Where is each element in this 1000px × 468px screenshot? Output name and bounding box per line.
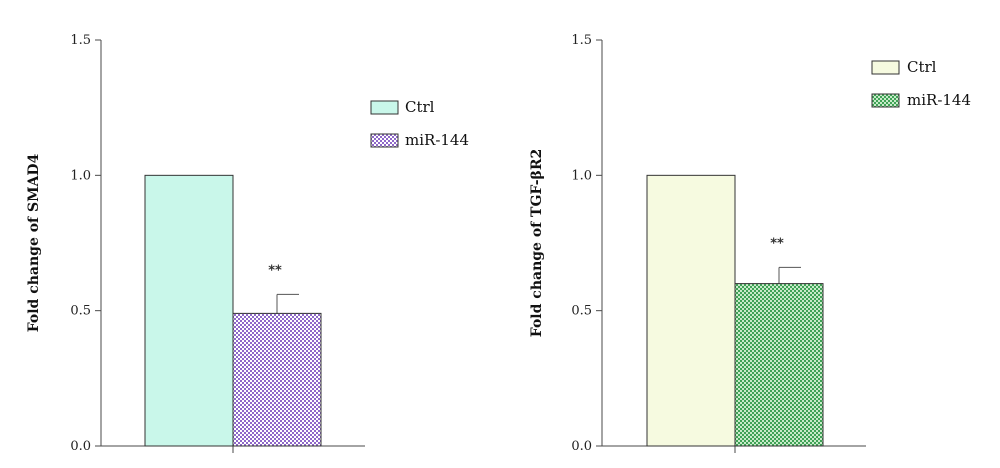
bars: ** bbox=[144, 174, 322, 447]
legend: Ctrl miR-144 bbox=[871, 58, 971, 109]
y-tick-label: 0.5 bbox=[70, 304, 91, 319]
y-tick-label: 1.0 bbox=[70, 168, 91, 183]
chart-smad4: 0.0 0.5 1.0 1.5 Fold change of SMAD4 ** Ctr… bbox=[26, 33, 469, 454]
bars: ** bbox=[646, 174, 824, 447]
significance-label: ** bbox=[770, 236, 784, 251]
y-tick-label: 0.0 bbox=[70, 439, 91, 454]
y-tick-label: 1.0 bbox=[571, 168, 592, 183]
legend: Ctrl miR-144 bbox=[370, 98, 469, 149]
legend-swatch-ctrl bbox=[370, 100, 399, 115]
legend-label-mir144: miR-144 bbox=[907, 91, 971, 109]
bar-ctrl bbox=[646, 174, 736, 447]
legend-swatch-mir144 bbox=[370, 133, 399, 148]
bar-mir-144 bbox=[734, 283, 824, 447]
y-ticks: 0.0 0.5 1.0 1.5 bbox=[571, 33, 602, 454]
y-axis-label: Fold change of TGF-βR2 bbox=[529, 149, 545, 337]
y-axis-label: Fold change of SMAD4 bbox=[26, 153, 42, 332]
y-tick-label: 0.5 bbox=[571, 304, 592, 319]
legend-label-ctrl: Ctrl bbox=[405, 98, 435, 116]
significance-label: ** bbox=[268, 263, 282, 278]
bar-mir-144 bbox=[232, 312, 322, 447]
bar-ctrl bbox=[144, 174, 234, 447]
legend-label-mir144: miR-144 bbox=[405, 131, 469, 149]
y-ticks: 0.0 0.5 1.0 1.5 bbox=[70, 33, 101, 454]
y-tick-label: 0.0 bbox=[571, 439, 592, 454]
legend-swatch-mir144 bbox=[871, 93, 900, 108]
y-tick-label: 1.5 bbox=[571, 33, 592, 48]
legend-label-ctrl: Ctrl bbox=[907, 58, 937, 76]
chart-tgfbr2: 0.0 0.5 1.0 1.5 Fold change of TGF-βR2 ** C… bbox=[529, 33, 971, 454]
legend-swatch-ctrl bbox=[871, 60, 900, 75]
y-tick-label: 1.5 bbox=[70, 33, 91, 48]
